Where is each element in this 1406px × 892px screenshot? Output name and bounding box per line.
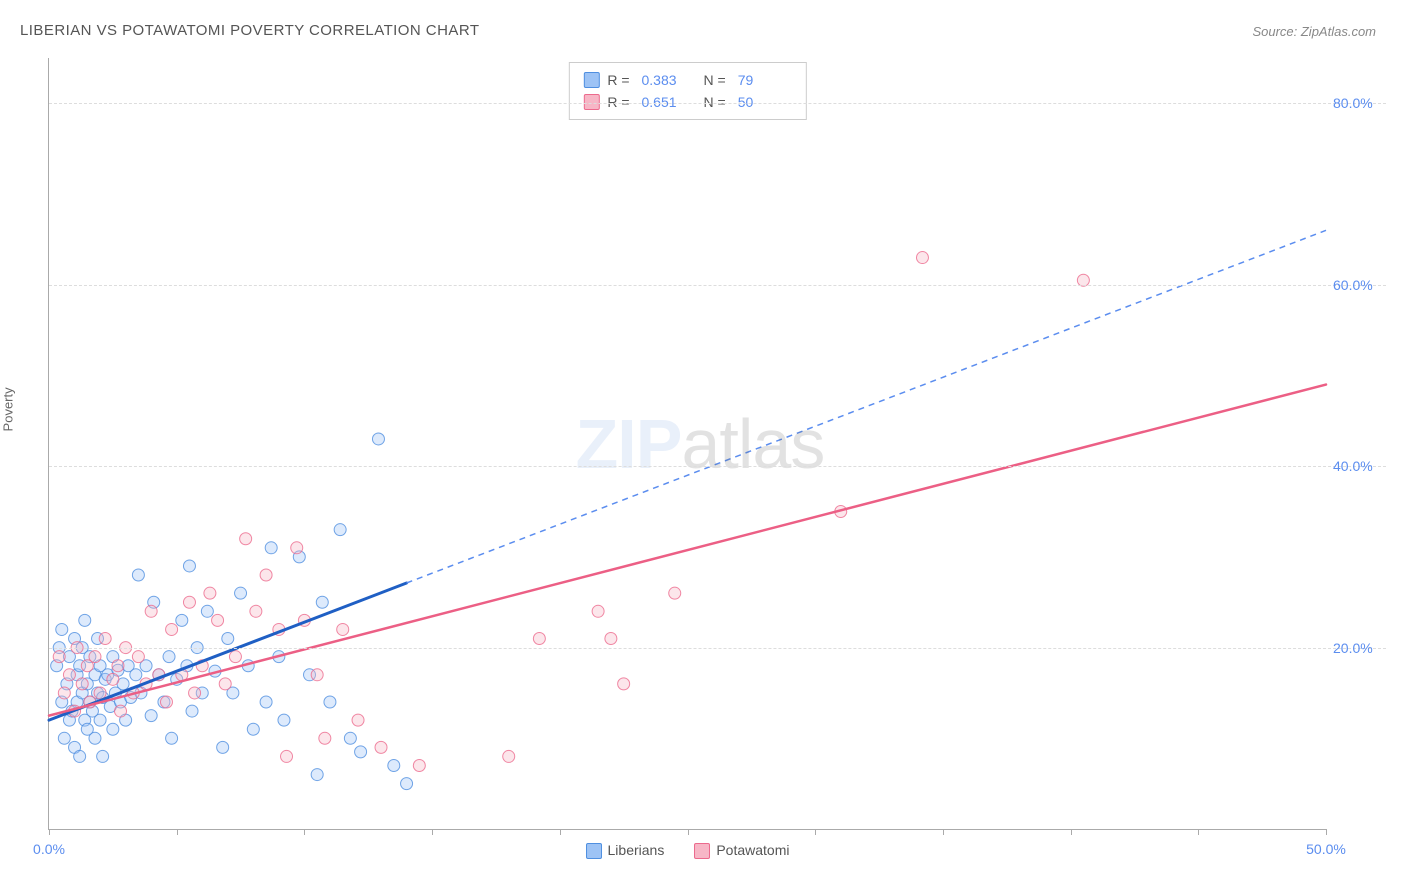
legend-stats-row: R =0.383N =79	[583, 69, 791, 91]
plot-area: ZIPatlas R =0.383N =79R =0.651N =50 Libe…	[48, 58, 1326, 830]
legend-stats-box: R =0.383N =79R =0.651N =50	[568, 62, 806, 120]
y-tick-label: 60.0%	[1333, 277, 1388, 293]
source-credit: Source: ZipAtlas.com	[1252, 24, 1376, 39]
legend-series: Liberians Potawatomi	[586, 842, 790, 859]
chart-title: LIBERIAN VS POTAWATOMI POVERTY CORRELATI…	[20, 22, 479, 39]
y-tick-label: 20.0%	[1333, 640, 1388, 656]
legend-stats-row: R =0.651N =50	[583, 91, 791, 113]
x-tick-label: 50.0%	[1296, 841, 1356, 857]
legend-series-item: Liberians	[586, 842, 665, 859]
y-tick-label: 80.0%	[1333, 95, 1388, 111]
x-tick-label: 0.0%	[19, 841, 79, 857]
scatter-chart-svg	[49, 58, 1326, 829]
legend-series-item: Potawatomi	[694, 842, 789, 859]
y-axis-label: Poverty	[1, 387, 16, 431]
y-tick-label: 40.0%	[1333, 458, 1388, 474]
